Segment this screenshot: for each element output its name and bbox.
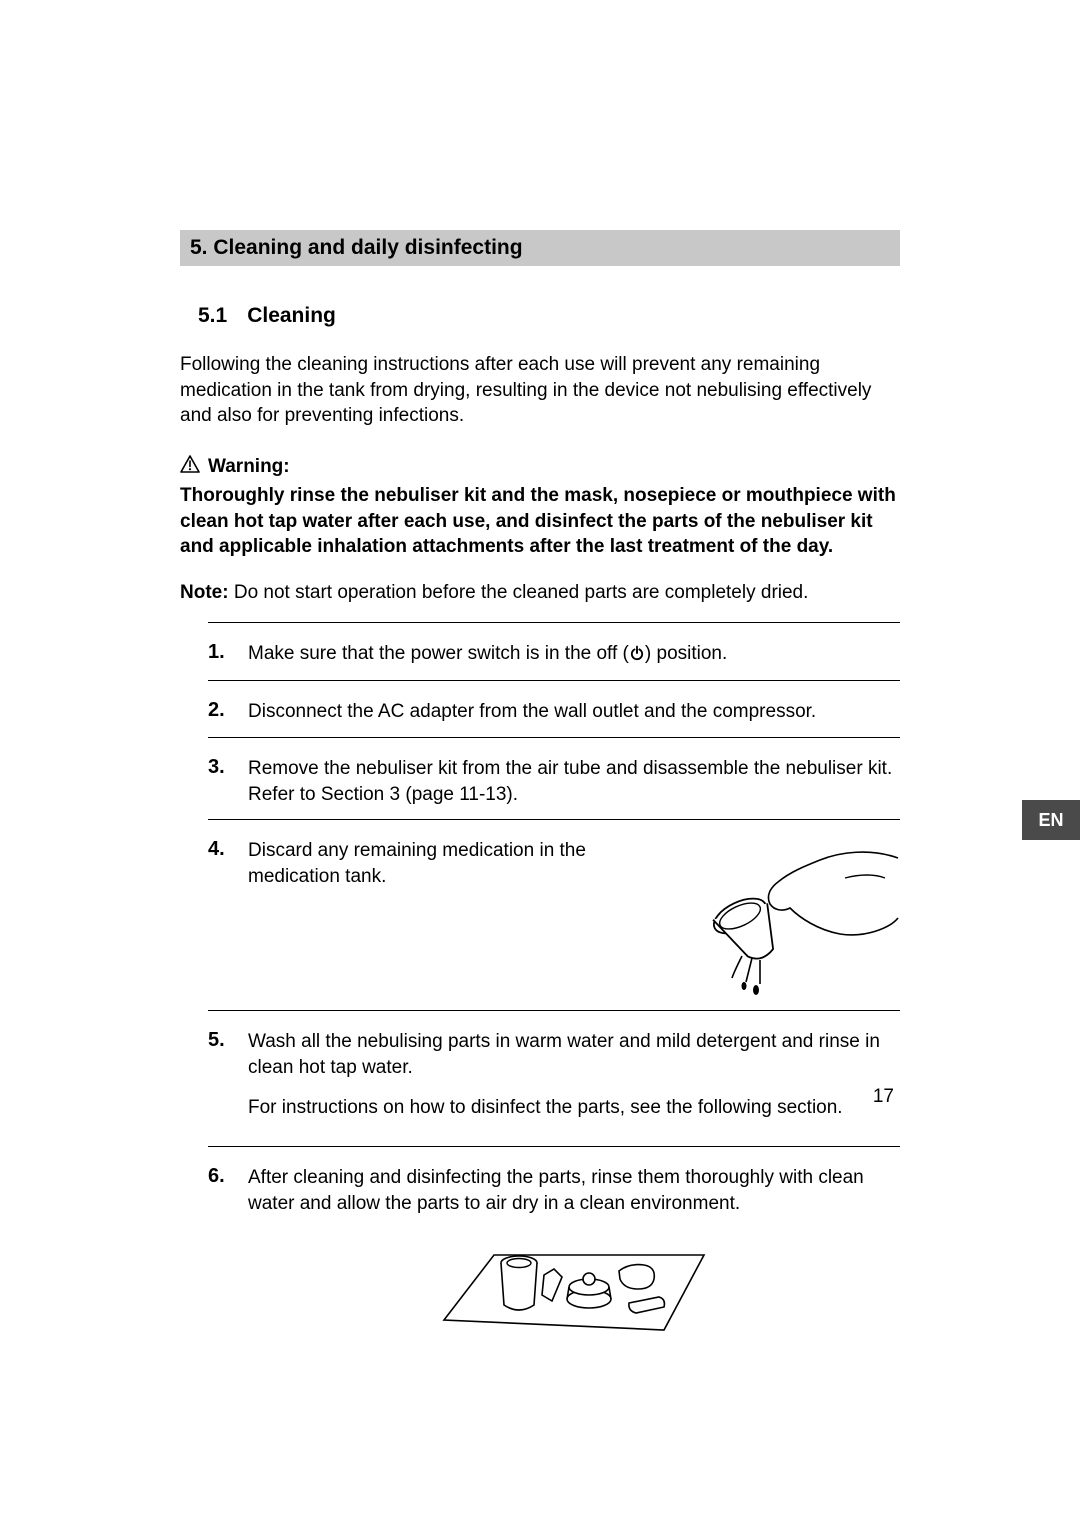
language-tab-en[interactable]: EN [1022,800,1080,840]
step-number: 5. [208,1029,234,1134]
intro-paragraph: Following the cleaning instructions afte… [180,352,900,429]
note-line: Note: Do not start operation before the … [180,582,900,604]
discard-medication-illustration [670,838,900,998]
section-number: 5. [190,236,208,259]
step-body: Make sure that the power switch is in th… [248,641,900,669]
step-text: Discard any remaining medication in the … [248,838,652,889]
step-body: Remove the nebuliser kit from the air tu… [248,756,900,807]
power-icon [629,643,645,669]
note-label: Note: [180,582,229,603]
step-number: 3. [208,756,234,807]
step-3: 3. Remove the nebuliser kit from the air… [208,737,900,819]
drying-parts-illustration [424,1225,724,1345]
section-header: 5. Cleaning and daily disinfecting [180,230,900,266]
warning-label: Warning: [208,456,290,478]
step-5: 5. Wash all the nebulising parts in warm… [208,1010,900,1146]
step-list: 1. Make sure that the power switch is in… [208,622,900,1357]
step-text-a: Make sure that the power switch is in th… [248,643,629,664]
step-body: Wash all the nebulising parts in warm wa… [248,1029,900,1134]
step-body: After cleaning and disinfecting the part… [248,1165,900,1344]
step-2: 2. Disconnect the AC adapter from the wa… [208,680,900,737]
page-number: 17 [873,1086,894,1108]
step-body: Disconnect the AC adapter from the wall … [248,699,900,725]
step-text-b: ) position. [645,643,727,664]
step-1: 1. Make sure that the power switch is in… [208,622,900,681]
warning-body: Thoroughly rinse the nebuliser kit and t… [180,483,900,560]
warning-icon [180,455,200,479]
subsection-title: Cleaning [247,304,336,328]
subsection-header: 5.1 Cleaning [198,304,900,328]
step-number: 4. [208,838,234,998]
warning-heading: Warning: [180,455,900,479]
section-title: Cleaning and daily disinfecting [213,236,522,259]
step-number: 1. [208,641,234,669]
step-body: Discard any remaining medication in the … [248,838,900,998]
subsection-number: 5.1 [198,304,227,328]
step-text: After cleaning and disinfecting the part… [248,1167,864,1214]
step-number: 2. [208,699,234,725]
step-6: 6. After cleaning and disinfecting the p… [208,1146,900,1356]
manual-page: 5. Cleaning and daily disinfecting 5.1 C… [0,0,1080,1357]
step-text-1: Wash all the nebulising parts in warm wa… [248,1029,900,1080]
step-text-2: For instructions on how to disinfect the… [248,1095,900,1121]
note-body: Do not start operation before the cleane… [234,582,809,603]
step-4: 4. Discard any remaining medication in t… [208,819,900,1010]
step-number: 6. [208,1165,234,1344]
